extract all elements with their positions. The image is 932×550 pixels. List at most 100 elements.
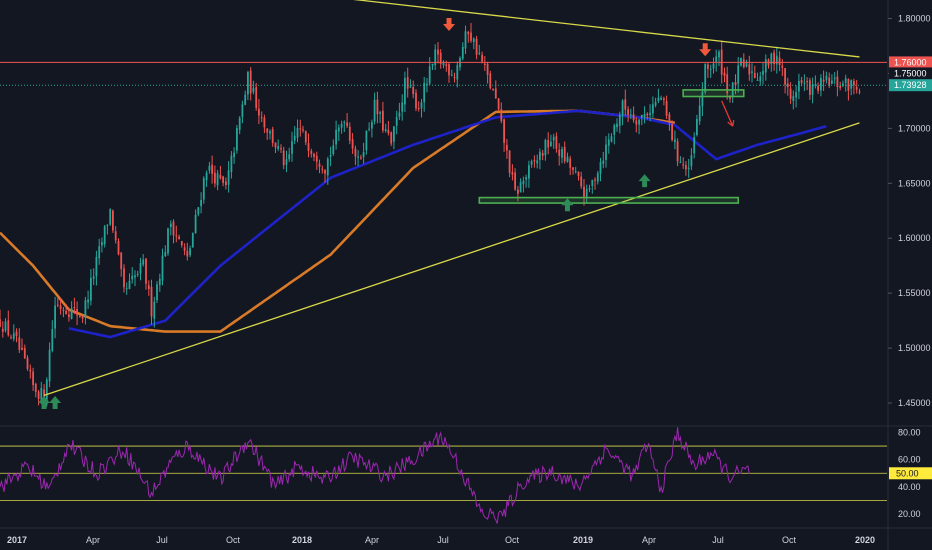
candle-body: [54, 305, 56, 329]
ma-slow-path: [68, 109, 827, 339]
arrow-down-icon: [443, 17, 456, 31]
candle-body: [643, 113, 646, 117]
candle-body: [216, 173, 219, 186]
candle-body: [373, 99, 376, 122]
candle-body: [302, 129, 304, 131]
candle-body: [307, 143, 310, 151]
candle-body: [293, 135, 296, 141]
candle-body: [773, 52, 775, 65]
candle-body: [602, 160, 605, 164]
candle-body: [371, 122, 373, 129]
candle-body: [92, 276, 95, 279]
candle-body: [222, 176, 224, 183]
candle-body: [260, 117, 263, 119]
candle-body: [296, 127, 299, 138]
time-axis[interactable]: 2017 Apr Jul Oct 2018 Apr Jul Oct 2019 Apr Jul Oct 2…: [7, 535, 875, 545]
time-tick-label: Apr: [86, 535, 100, 545]
candle-body: [753, 73, 756, 78]
candle-body: [147, 285, 150, 289]
candle-body: [269, 131, 271, 134]
candle-body: [764, 59, 767, 73]
candle-body: [467, 32, 470, 35]
candle-body: [395, 116, 398, 126]
candle-body: [759, 76, 762, 82]
candle-body: [605, 144, 607, 160]
price-badge-level: [889, 56, 932, 69]
candle-body: [836, 76, 839, 87]
candle-body: [514, 172, 516, 190]
candle-body: [831, 80, 833, 84]
candle-body: [426, 83, 428, 85]
arrow-down-icon: [699, 43, 712, 57]
candle-body: [348, 126, 351, 141]
candle-body: [120, 252, 123, 270]
candle-body: [4, 321, 7, 331]
candle-body: [79, 315, 81, 317]
candle-body: [751, 71, 753, 73]
candle-body: [445, 64, 448, 66]
candle-body: [34, 383, 37, 392]
time-tick-label: 2019: [573, 535, 593, 545]
candle-body: [139, 263, 142, 274]
candle-body: [238, 117, 241, 130]
price-badge-label: 1.76000: [894, 57, 927, 67]
candle-body: [786, 83, 789, 88]
arrow-up-icon: [38, 396, 51, 410]
candle-body: [45, 379, 48, 405]
candle-body: [282, 150, 285, 166]
candle-body: [456, 65, 459, 80]
candle-body: [362, 152, 365, 157]
candle-body: [594, 179, 596, 181]
candle-body: [618, 115, 621, 126]
candle-body: [1, 328, 4, 332]
rsi-panel: [0, 427, 887, 524]
candle-body: [574, 171, 577, 173]
candle-body: [679, 162, 682, 164]
candle-body: [663, 98, 665, 101]
candle-body: [376, 99, 379, 115]
time-tick-label: Apr: [642, 535, 656, 545]
rsi-axis[interactable]: 80.00 60.00 40.00 20.00 50.00: [889, 427, 932, 519]
candle-body: [384, 129, 387, 131]
candle-body: [547, 140, 550, 148]
candle-body: [696, 119, 698, 135]
candle-body: [313, 153, 315, 157]
candle-body: [401, 102, 404, 112]
time-tick-label: Jul: [156, 535, 168, 545]
candle-body: [351, 139, 354, 149]
candle-body: [624, 99, 627, 110]
candle-body: [123, 268, 125, 288]
candle-body: [439, 52, 442, 64]
candle-body: [23, 348, 26, 358]
candle-body: [368, 128, 370, 130]
candle-body: [671, 123, 673, 140]
candle-body: [533, 160, 536, 162]
candle-body: [809, 80, 811, 95]
candle-body: [112, 210, 114, 231]
price-tick-label: 1.50000: [898, 343, 931, 353]
candle-body: [382, 110, 384, 131]
candle-body: [398, 112, 401, 117]
candle-body: [252, 87, 255, 92]
candle-body: [255, 87, 258, 108]
trendline-ascending-support: [43, 122, 860, 396]
price-badge-label: 1.73928: [894, 80, 927, 90]
candle-body: [525, 177, 527, 180]
candle-body: [497, 98, 500, 110]
candle-body: [390, 132, 393, 144]
price-axis[interactable]: 1.80000 1.75000 1.70000 1.65000 1.60000 1.550…: [888, 13, 932, 408]
candle-body: [638, 119, 640, 125]
price-levels: [0, 61, 887, 86]
candle-body: [698, 105, 701, 122]
candle-body: [194, 214, 197, 233]
candle-body: [310, 151, 313, 154]
candle-body: [508, 150, 511, 173]
candle-body: [472, 38, 475, 42]
candle-body: [68, 314, 70, 318]
candle-body: [249, 70, 252, 94]
candle-body: [299, 128, 302, 130]
candle-body: [707, 64, 709, 69]
candle-body: [464, 31, 467, 49]
candle-body: [503, 119, 505, 143]
